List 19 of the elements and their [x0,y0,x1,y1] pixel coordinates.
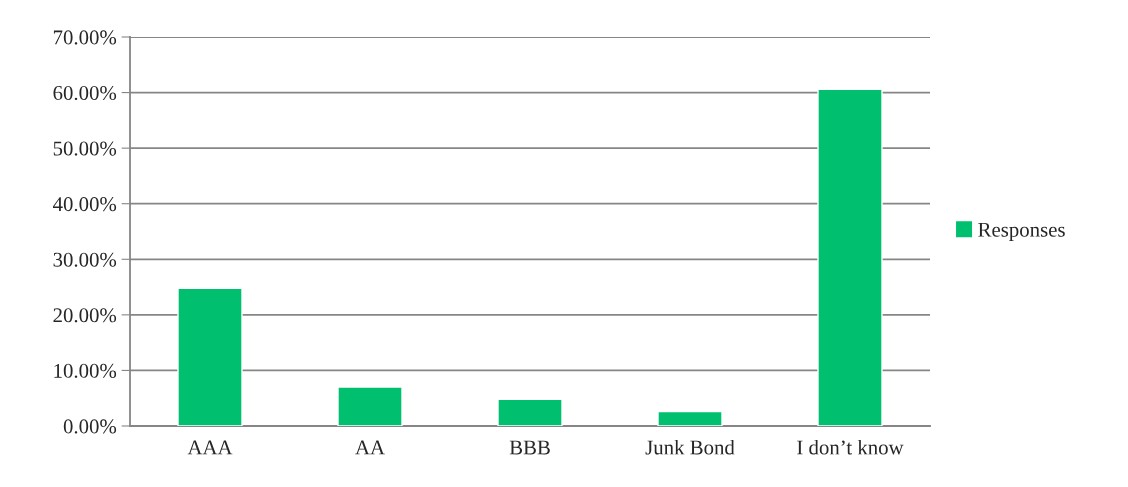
x-tick-label: AAA [187,440,233,455]
bar [337,386,403,426]
bar [657,410,723,426]
y-tick-label: 0.00% [63,419,117,434]
bar [497,398,563,426]
y-tick-label: 20.00% [53,308,117,323]
x-tick-label: Junk Bond [645,439,735,455]
x-tick-label: BBB [509,440,550,455]
x-tick-label: I don’t know [797,439,904,455]
y-tick-label: 60.00% [53,85,117,101]
y-tick-label: 10.00% [54,363,117,378]
y-tick-label: 30.00% [53,252,117,267]
legend-label: Responses [978,222,1065,242]
y-tick-label: 40.00% [52,197,117,212]
bar [817,88,883,426]
x-tick-label: AA [355,440,385,455]
y-tick-label: 50.00% [53,141,117,156]
bar [177,287,243,426]
y-tick-label: 70.00% [53,30,117,45]
